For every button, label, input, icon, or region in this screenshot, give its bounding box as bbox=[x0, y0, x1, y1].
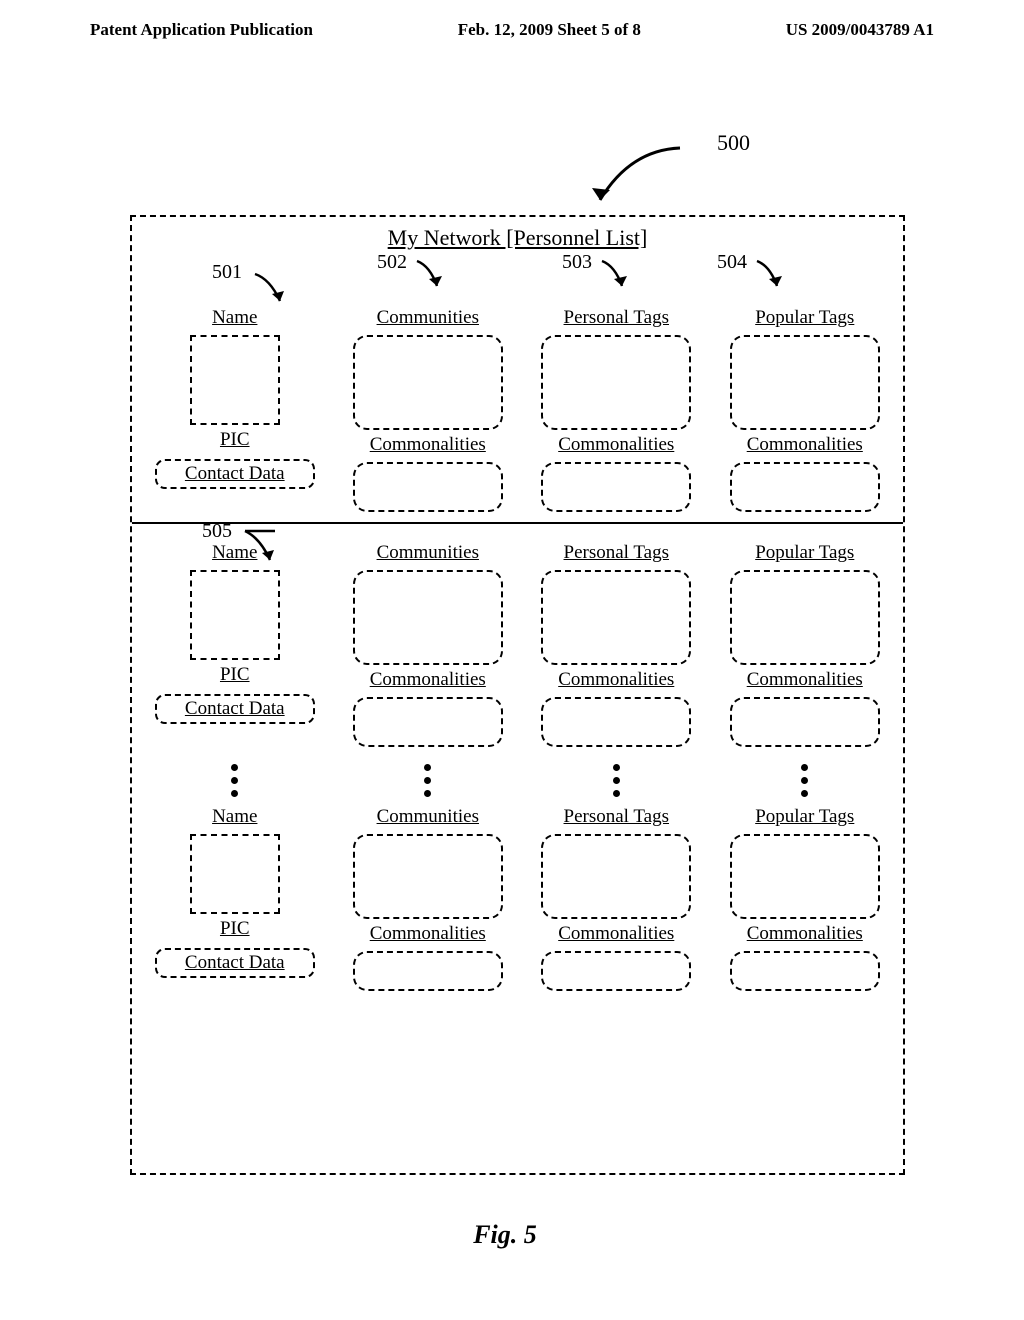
commonalities-label: Commonalities bbox=[370, 669, 486, 691]
col-name: Name PIC Contact Data bbox=[136, 542, 334, 747]
contact-box: Contact Data bbox=[155, 694, 315, 724]
commonalities-label: Commonalities bbox=[370, 434, 486, 456]
person-row: Name PIC Contact Data Communities Common… bbox=[132, 800, 903, 1001]
pic-label: PIC bbox=[220, 429, 250, 451]
arrow-502-icon bbox=[412, 256, 452, 296]
pic-box bbox=[190, 834, 280, 914]
personal-tags-box bbox=[541, 570, 691, 665]
name-header: Name bbox=[212, 307, 257, 329]
callout-500: 500 bbox=[717, 130, 750, 156]
diagram-container: My Network [Personnel List] 501 502 503 … bbox=[130, 215, 905, 1175]
callout-501: 501 bbox=[212, 261, 242, 284]
callout-504: 504 bbox=[717, 251, 747, 274]
pic-box bbox=[190, 335, 280, 425]
callout-502: 502 bbox=[377, 251, 407, 274]
communities-box bbox=[353, 335, 503, 430]
arrow-504-icon bbox=[752, 256, 792, 296]
communities-header: Communities bbox=[377, 806, 479, 828]
commonalities-label: Commonalities bbox=[747, 923, 863, 945]
arrow-505-icon bbox=[240, 526, 280, 566]
contact-label: Contact Data bbox=[185, 698, 285, 720]
diagram-title: My Network [Personnel List] bbox=[132, 225, 903, 251]
personal-tags-box bbox=[541, 834, 691, 919]
col-name: Name PIC Contact Data bbox=[136, 307, 334, 512]
col-personal-tags: Personal Tags Commonalities bbox=[522, 542, 711, 747]
col-name: Name PIC Contact Data bbox=[136, 806, 334, 991]
callout-503: 503 bbox=[562, 251, 592, 274]
person-row: Name PIC Contact Data Communities Common… bbox=[132, 301, 903, 524]
commonalities-label: Commonalities bbox=[747, 669, 863, 691]
commonalities-label: Commonalities bbox=[558, 923, 674, 945]
commonalities-box bbox=[730, 697, 880, 747]
popular-tags-box bbox=[730, 335, 880, 430]
pic-box bbox=[190, 570, 280, 660]
commonalities-box bbox=[353, 951, 503, 991]
col-communities: Communities Commonalities bbox=[334, 806, 523, 991]
arrow-503-icon bbox=[597, 256, 637, 296]
commonalities-box bbox=[353, 462, 503, 512]
popular-tags-header: Popular Tags bbox=[755, 806, 854, 828]
commonalities-label: Commonalities bbox=[747, 434, 863, 456]
callout-505: 505 bbox=[202, 520, 232, 543]
col-popular-tags: Popular Tags Commonalities bbox=[711, 307, 900, 512]
arrow-501-icon bbox=[250, 269, 290, 309]
personal-tags-header: Personal Tags bbox=[564, 806, 669, 828]
communities-box bbox=[353, 834, 503, 919]
commonalities-box bbox=[730, 951, 880, 991]
col-communities: Communities Commonalities bbox=[334, 307, 523, 512]
communities-header: Communities bbox=[377, 542, 479, 564]
commonalities-label: Commonalities bbox=[558, 434, 674, 456]
contact-box: Contact Data bbox=[155, 948, 315, 978]
ellipsis-row bbox=[132, 757, 903, 800]
communities-header: Communities bbox=[377, 307, 479, 329]
commonalities-box bbox=[541, 462, 691, 512]
popular-tags-header: Popular Tags bbox=[755, 542, 854, 564]
name-header: Name bbox=[212, 806, 257, 828]
column-callouts: 501 502 503 504 bbox=[132, 251, 903, 301]
pic-label: PIC bbox=[220, 664, 250, 686]
col-personal-tags: Personal Tags Commonalities bbox=[522, 307, 711, 512]
personal-tags-box bbox=[541, 335, 691, 430]
popular-tags-box bbox=[730, 570, 880, 665]
col-personal-tags: Personal Tags Commonalities bbox=[522, 806, 711, 991]
commonalities-label: Commonalities bbox=[558, 669, 674, 691]
commonalities-box bbox=[353, 697, 503, 747]
commonalities-label: Commonalities bbox=[370, 923, 486, 945]
col-communities: Communities Commonalities bbox=[334, 542, 523, 747]
contact-label: Contact Data bbox=[185, 463, 285, 485]
header-right: US 2009/0043789 A1 bbox=[786, 20, 934, 40]
header-mid: Feb. 12, 2009 Sheet 5 of 8 bbox=[458, 20, 641, 40]
col-popular-tags: Popular Tags Commonalities bbox=[711, 542, 900, 747]
popular-tags-header: Popular Tags bbox=[755, 307, 854, 329]
page-header: Patent Application Publication Feb. 12, … bbox=[0, 0, 1024, 50]
col-popular-tags: Popular Tags Commonalities bbox=[711, 806, 900, 991]
commonalities-box bbox=[730, 462, 880, 512]
communities-box bbox=[353, 570, 503, 665]
personal-tags-header: Personal Tags bbox=[564, 542, 669, 564]
pic-label: PIC bbox=[220, 918, 250, 940]
header-left: Patent Application Publication bbox=[90, 20, 313, 40]
figure-caption: Fig. 5 bbox=[90, 1220, 920, 1250]
arrow-500-icon bbox=[570, 140, 690, 210]
personal-tags-header: Personal Tags bbox=[564, 307, 669, 329]
commonalities-box bbox=[541, 951, 691, 991]
contact-box: Contact Data bbox=[155, 459, 315, 489]
contact-label: Contact Data bbox=[185, 952, 285, 974]
commonalities-box bbox=[541, 697, 691, 747]
popular-tags-box bbox=[730, 834, 880, 919]
